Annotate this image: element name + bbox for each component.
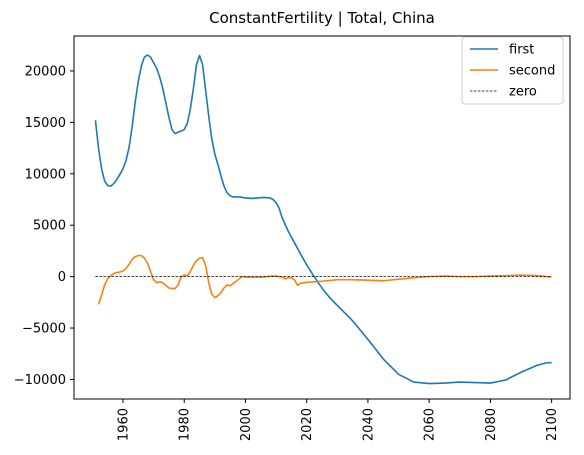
x-tick-label: 2060 (423, 408, 438, 441)
legend-label-first: first (509, 43, 534, 58)
y-tick-label: −10000 (14, 373, 66, 388)
y-tick-label: 20000 (25, 64, 66, 79)
chart-title: ConstantFertility | Total, China (209, 9, 435, 27)
y-tick-label: 15000 (25, 116, 66, 131)
y-tick-label: 5000 (33, 219, 66, 234)
x-tick-label: 2080 (484, 408, 499, 441)
legend-label-second: second (509, 64, 555, 79)
y-tick-label: −5000 (22, 322, 66, 337)
legend-label-zero: zero (509, 85, 537, 100)
plot-frame (73, 35, 571, 400)
x-tick-label: 2020 (300, 408, 315, 441)
x-tick-label: 1960 (116, 408, 131, 441)
y-tick-label: 0 (58, 270, 66, 285)
y-axis: −10000 −5000 0 5000 10000 15000 20000 (14, 64, 74, 388)
x-tick-label: 1980 (178, 408, 193, 441)
legend: first second zero (461, 36, 564, 105)
x-tick-label: 2000 (239, 408, 254, 441)
plot-lines (94, 54, 552, 385)
series-line-first (94, 54, 552, 385)
x-tick-label: 2100 (545, 408, 560, 441)
x-axis: 1960 1980 2000 2020 2040 2060 2080 2100 (116, 399, 560, 441)
y-tick-label: 10000 (25, 167, 66, 182)
series-line-second (97, 254, 552, 305)
legend-box (461, 36, 564, 105)
x-tick-label: 2040 (361, 408, 376, 441)
